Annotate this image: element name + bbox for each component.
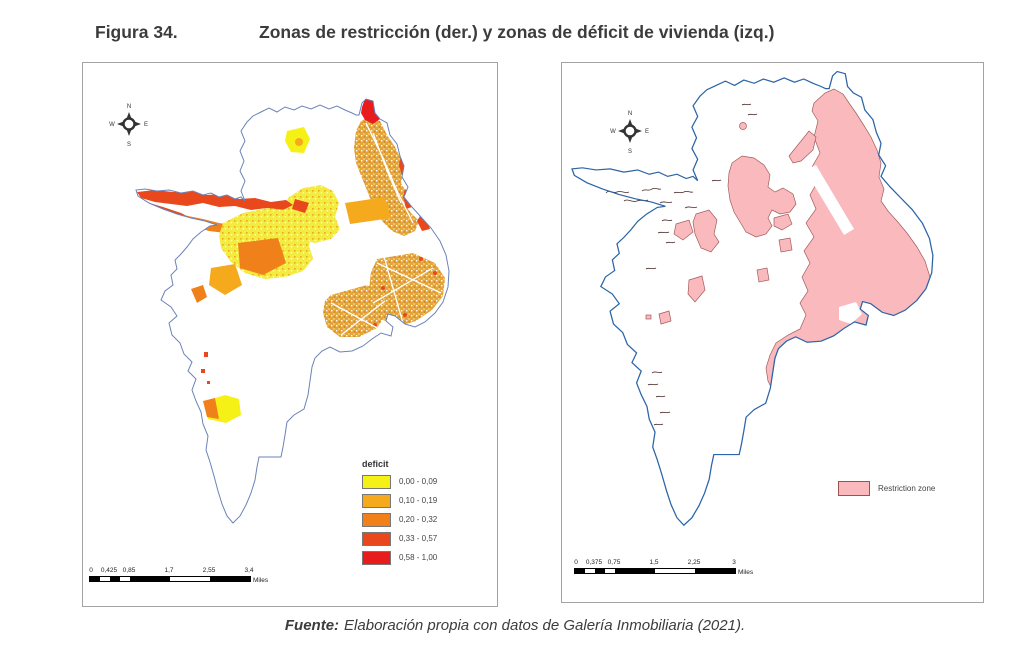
compass-icon (616, 117, 644, 145)
scale-tick: 0,75 (607, 559, 621, 566)
figure-title: Zonas de restricción (der.) y zonas de d… (259, 22, 775, 42)
restriction-map-panel: N E S W Restriction zone 0 0,375 0,75 1,… (561, 62, 984, 603)
restriction-legend: Restriction zone (838, 481, 935, 496)
source-prefix: Fuente: (284, 617, 340, 634)
legend-swatch (362, 493, 391, 508)
deficit-legend-title: deficit (362, 459, 389, 469)
scale-tick: 0,425 (100, 567, 118, 574)
deficit-zones (137, 99, 445, 423)
figure-source: Fuente: Elaboración propia con datos de G… (0, 617, 1030, 634)
compass-n: N (628, 111, 632, 117)
legend-label: 0,00 - 0,09 (399, 477, 438, 486)
scale-unit: Miles (253, 577, 269, 584)
legend-swatch (362, 531, 391, 546)
legend-row: 0,00 - 0,09 (362, 472, 487, 491)
scale-tick: 1,5 (649, 559, 659, 566)
scale-bar-graphic (89, 576, 251, 582)
scale-tick: 0 (89, 567, 93, 574)
deficit-map-panel: N E S W deficit 0,00 - 0,09 0,10 - 0,19 … (82, 62, 498, 607)
scale-tick: 3 (732, 559, 736, 566)
scale-tick: 3,4 (244, 567, 254, 574)
legend-label: 0,20 - 0,32 (399, 515, 438, 524)
scale-tick: 2,25 (687, 559, 701, 566)
scale-tick: 1,7 (164, 567, 174, 574)
legend-swatch (362, 474, 391, 489)
scale-tick: 0 (574, 559, 578, 566)
compass-s: S (127, 142, 131, 148)
scale-tick: 0,85 (122, 567, 136, 574)
legend-swatch (838, 481, 870, 496)
compass-rose-left: N E S W (109, 104, 148, 148)
compass-icon (115, 110, 143, 138)
deficit-legend: deficit 0,00 - 0,09 0,10 - 0,19 0,20 - 0… (362, 459, 487, 567)
source-text: Elaboración propia con datos de Galería … (344, 617, 746, 634)
legend-swatch (362, 550, 391, 565)
scale-bar-graphic (574, 568, 736, 574)
scale-tick: 0,375 (585, 559, 603, 566)
compass-e: E (645, 129, 649, 135)
compass-s: S (628, 149, 632, 155)
legend-label: 0,10 - 0,19 (399, 496, 438, 505)
legend-row: 0,33 - 0,57 (362, 529, 487, 548)
legend-label: 0,58 - 1,00 (399, 553, 438, 562)
compass-e: E (144, 122, 148, 128)
scale-tick: 2,55 (202, 567, 216, 574)
compass-rose-right: N E S W (610, 111, 649, 155)
scale-unit: Miles (738, 569, 754, 576)
deficit-map-svg: N E S W (109, 98, 450, 524)
scale-bar-right: 0 0,375 0,75 1,5 2,25 3 Miles (574, 559, 784, 581)
legend-row: 0,58 - 1,00 (362, 548, 487, 567)
legend-row: 0,20 - 0,32 (362, 510, 487, 529)
compass-w: W (109, 122, 115, 128)
legend-label: Restriction zone (878, 484, 936, 493)
legend-row: 0,10 - 0,19 (362, 491, 487, 510)
compass-n: N (127, 104, 131, 110)
legend-swatch (362, 512, 391, 527)
legend-label: 0,33 - 0,57 (399, 534, 438, 543)
scale-bar-left: 0 0,425 0,85 1,7 2,55 3,4 Miles (89, 567, 299, 589)
compass-w: W (610, 129, 616, 135)
restriction-zones (645, 88, 932, 421)
figure-header: Figura 34. Zonas de restricción (der.) y… (0, 22, 1030, 46)
figure-number: Figura 34. (95, 22, 178, 42)
restriction-map-svg: N E S W (571, 70, 934, 526)
